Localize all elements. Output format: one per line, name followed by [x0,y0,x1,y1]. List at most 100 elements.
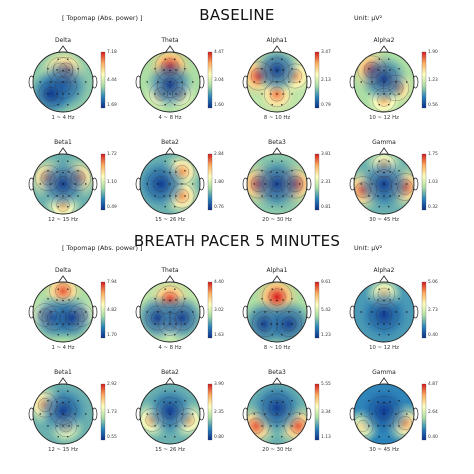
colorbar-min: 0.40 [428,435,438,440]
colorbar-mid: 4.44 [107,78,117,83]
topomap-breath-delta [28,275,98,343]
power-field [247,282,307,342]
power-field [140,384,200,444]
colorbar-max: 5.55 [321,382,331,387]
colorbar-max: 3.90 [214,382,224,387]
head-outline [246,383,308,445]
colorbar-mid: 1.80 [214,180,224,185]
head-outline [139,281,201,343]
head-outline [353,383,415,445]
colorbar-max: 2.92 [107,382,117,387]
colorbar [207,153,213,211]
band-name: Alpha1 [266,267,288,274]
band-range: 10 ~ 12 Hz [369,115,399,121]
band-name: Alpha2 [373,37,395,44]
power-field [354,384,414,444]
power-field [140,154,200,214]
colorbar-max: 1.75 [428,152,438,157]
colorbar [207,281,213,339]
band-name: Beta1 [54,369,72,376]
nose-outline [164,377,176,386]
head-outline [353,281,415,343]
unit-label-baseline: Unit: μV² [354,14,383,22]
band-range: 15 ~ 26 Hz [155,447,185,453]
topomap-breath-alpha1 [242,275,312,343]
band-name: Beta3 [268,369,286,376]
band-name: Beta1 [54,139,72,146]
colorbar [421,383,427,441]
power-field [247,154,307,214]
band-name: Theta [161,267,179,274]
head-outline [32,383,94,445]
colorbar [314,281,320,339]
power-field [33,52,93,112]
power-field [140,282,200,342]
colorbar-min: 0.40 [428,333,438,338]
head-outline [353,51,415,113]
band-name: Alpha1 [266,37,288,44]
colorbar-min: 0.79 [321,103,331,108]
nose-outline [271,377,283,386]
topomap-baseline-gamma [349,147,419,215]
band-name: Delta [54,267,71,274]
colorbar-min: 1.13 [321,435,331,440]
power-field [33,282,93,342]
colorbar-max: 4.87 [428,382,438,387]
head-outline [139,383,201,445]
band-name: Gamma [372,139,396,146]
band-name: Theta [161,37,179,44]
topomap-breath-theta [135,275,205,343]
band-range: 20 ~ 30 Hz [262,217,292,223]
colorbar-max: 9.61 [321,280,331,285]
nose-outline [378,147,390,156]
topomap-baseline-beta2 [135,147,205,215]
topomap-baseline-beta1 [28,147,98,215]
colorbar [100,153,106,211]
band-range: 1 ~ 4 Hz [51,345,75,351]
nose-outline [378,377,390,386]
colorbar-mid: 1.73 [107,410,117,415]
band-range: 12 ~ 15 Hz [48,447,78,453]
nose-outline [164,275,176,284]
colorbar-max: 4.47 [214,50,224,55]
colorbar-min: 0.76 [214,205,224,210]
band-range: 4 ~ 8 Hz [158,345,182,351]
colorbar [314,383,320,441]
head-outline [139,153,201,215]
power-field [247,52,307,112]
colorbar-max: 1.90 [428,50,438,55]
section-title-baseline: BASELINE [199,6,275,24]
colorbar-mid: 2.13 [321,78,331,83]
nose-outline [164,45,176,54]
colorbar [207,51,213,109]
colorbar-min: 1.60 [214,103,224,108]
topomap-breath-beta2 [135,377,205,445]
colorbar-min: 1.63 [214,333,224,338]
colorbar-mid: 1.10 [107,180,117,185]
head-outline [32,281,94,343]
colorbar-mid: 3.04 [214,78,224,83]
colorbar [314,153,320,211]
head-outline [246,153,308,215]
colorbar-mid: 4.82 [107,308,117,313]
colorbar-min: 0.56 [428,103,438,108]
topomap-label-breath: [ Topomap (Abs. power) ] [62,244,143,252]
nose-outline [378,275,390,284]
nose-outline [57,45,69,54]
colorbar-min: 1.23 [321,333,331,338]
colorbar-mid: 3.34 [321,410,331,415]
topomap-breath-beta1 [28,377,98,445]
power-field [33,154,93,214]
topomap-baseline-alpha1 [242,45,312,113]
head-outline [353,153,415,215]
colorbar-mid: 2.31 [321,180,331,185]
colorbar-mid: 1.03 [428,180,438,185]
head-outline [139,51,201,113]
colorbar-mid: 3.02 [214,308,224,313]
nose-outline [271,45,283,54]
band-range: 30 ~ 45 Hz [369,447,399,453]
colorbar-mid: 2.35 [214,410,224,415]
colorbar-max: 4.40 [214,280,224,285]
colorbar-min: 0.81 [321,205,331,210]
topomap-breath-beta3 [242,377,312,445]
